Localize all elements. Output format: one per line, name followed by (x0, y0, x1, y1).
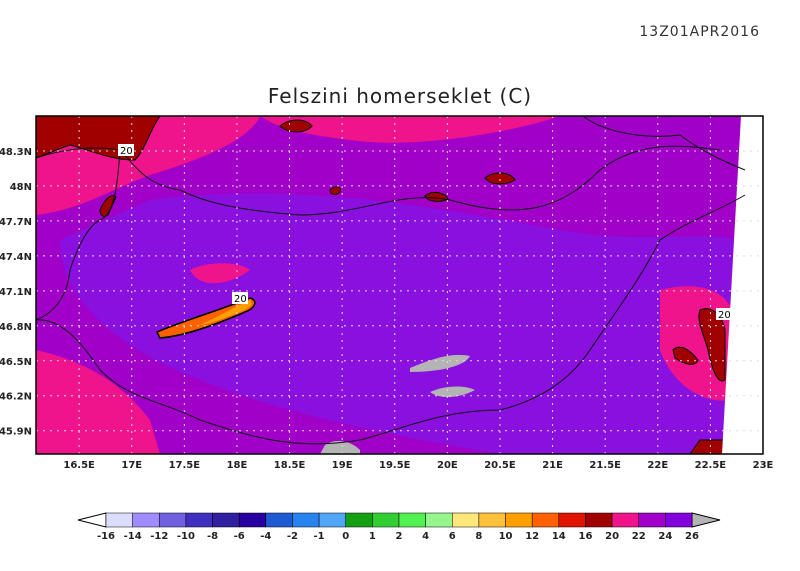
hot-spot (329, 186, 341, 195)
colorbar-label: 8 (475, 531, 482, 542)
missing-data-area (430, 386, 475, 398)
lon-tick-label: 22E (647, 460, 668, 471)
contour-labels: 20 20 20 (118, 144, 732, 321)
colorbar-swatch (425, 512, 453, 528)
warm-area-nw2 (180, 116, 230, 131)
axis-ticks: 16.5E 17E 17.5E 18E 18.5E 19E 19.5E 20E 20.5E 21E… (0, 147, 774, 471)
colorbar-label: 26 (685, 531, 699, 542)
lon-tick-label: 19.5E (379, 460, 411, 471)
lon-tick-label: 16.5E (63, 460, 95, 471)
colorbar-label: 0 (342, 531, 349, 542)
colorbar-label: 2 (396, 531, 403, 542)
warm-area-north (260, 116, 560, 143)
colorbar-low-arrow (77, 512, 107, 528)
colorbar-swatch (558, 512, 586, 528)
map-frame (35, 115, 764, 455)
colorbar-label: 6 (449, 531, 456, 542)
colorbar-swatch (265, 512, 293, 528)
colorbar-label: 1 (369, 531, 376, 542)
colorbar: -16 -14 -12 -10 -8 -6 -4 -2 -1 0 1 2 4 6 8 10 12 14 16 20 22… (77, 512, 721, 542)
colorbar-swatch (478, 512, 506, 528)
lon-tick-label: 19E (332, 460, 353, 471)
colorbar-label: -4 (260, 531, 271, 542)
colorbar-label: -16 (97, 531, 115, 542)
lat-tick-label: 47.1N (0, 287, 32, 298)
lat-tick-label: 46.5N (0, 357, 32, 368)
hot-spot (484, 172, 516, 185)
lat-tick-label: 47.4N (0, 252, 32, 263)
lat-tick-label: 48.3N (0, 147, 32, 158)
contour-label: 20 (718, 310, 731, 321)
missing-data-area (410, 354, 470, 372)
colorbar-swatch (345, 512, 373, 528)
field-24-26 (60, 193, 740, 454)
lat-tick-label: 46.2N (0, 392, 32, 403)
country-borders (36, 116, 746, 445)
colorbar-swatch (372, 512, 400, 528)
lat-tick-label: 46.8N (0, 322, 32, 333)
colorbar-swatch (665, 512, 693, 528)
colorbar-swatch (185, 512, 213, 528)
colorbar-high-arrow (691, 512, 721, 528)
warm-area-sw (36, 350, 160, 454)
colorbar-swatch (292, 512, 320, 528)
colorbar-label: -8 (207, 531, 218, 542)
colorbar-label: 24 (658, 531, 672, 542)
lon-tick-label: 17.5E (169, 460, 201, 471)
lon-tick-label: 20.5E (484, 460, 516, 471)
colorbar-swatch (611, 512, 639, 528)
lon-tick-label: 18.5E (274, 460, 306, 471)
colorbar-label: -14 (124, 531, 142, 542)
colorbar-swatch (531, 512, 560, 528)
colorbar-label: -12 (150, 531, 168, 542)
colorbar-label: 14 (552, 531, 566, 542)
colorbar-label: -6 (234, 531, 245, 542)
colorbar-swatch (159, 512, 187, 528)
map-field (36, 116, 763, 454)
colorbar-swatch (318, 512, 346, 528)
hot-spot (279, 119, 313, 133)
colorbar-label: -2 (287, 531, 298, 542)
colorbar-swatch (585, 512, 613, 528)
lon-tick-label: 23E (753, 460, 774, 471)
colorbar-label: -10 (177, 531, 195, 542)
colorbar-swatch (398, 512, 426, 528)
lat-tick-label: 47.7N (0, 217, 32, 228)
colorbar-swatch (105, 512, 133, 528)
colorbar-swatch (238, 512, 267, 528)
colorbar-label: 22 (632, 531, 646, 542)
colorbar-label: 10 (499, 531, 513, 542)
colorbar-label: 4 (422, 531, 429, 542)
contour-label: 20 (120, 146, 133, 157)
gridlines (36, 116, 763, 454)
lon-tick-label: 20E (437, 460, 458, 471)
map-title: Felszini homerseklet (C) (267, 84, 533, 108)
colorbar-swatch (132, 512, 160, 528)
lon-tick-label: 21E (542, 460, 563, 471)
hot-spot (672, 346, 699, 365)
lon-tick-label: 17E (121, 460, 142, 471)
lake-balaton-warm (200, 300, 252, 325)
missing-data-area (320, 440, 360, 454)
colorbar-label: 20 (605, 531, 619, 542)
lat-tick-label: 48N (10, 182, 32, 193)
colorbar-label: -1 (314, 531, 325, 542)
colorbar-swatch (452, 512, 480, 528)
timestamp: 13Z01APR2016 (639, 24, 760, 40)
lake-balaton-hot (155, 297, 256, 339)
lon-tick-label: 18E (227, 460, 248, 471)
no-data-area (722, 116, 763, 454)
colorbar-label: 16 (578, 531, 592, 542)
lon-tick-label: 22.5E (695, 460, 727, 471)
colorbar-swatch (505, 512, 533, 528)
warm-area-center (190, 263, 250, 284)
colorbar-label: 12 (525, 531, 539, 542)
lat-tick-label: 45.9N (0, 427, 32, 438)
lon-tick-label: 21.5E (589, 460, 621, 471)
colorbar-swatch (212, 512, 240, 528)
contour-label: 20 (234, 294, 247, 305)
colorbar-swatch (638, 512, 666, 528)
